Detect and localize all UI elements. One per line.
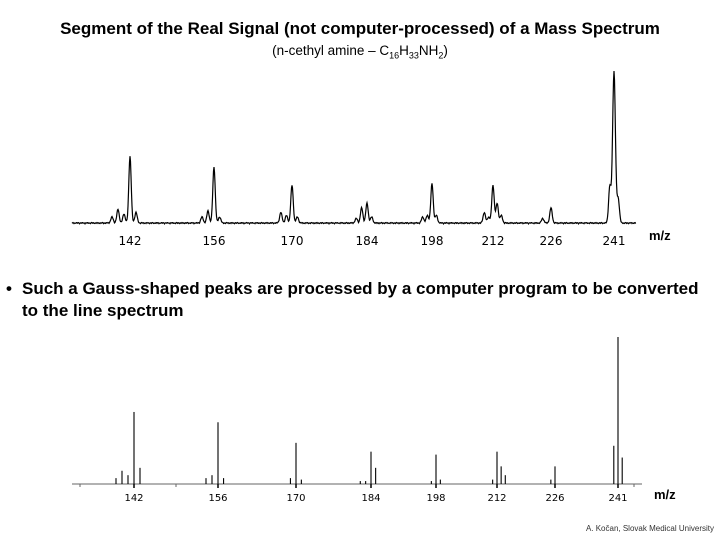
line-spectrum-tick-label: 142 bbox=[124, 493, 143, 504]
raw-tick-label: 184 bbox=[356, 234, 379, 248]
raw-tick-label: 142 bbox=[119, 234, 142, 248]
raw-tick-label: 156 bbox=[203, 234, 226, 248]
line-spectrum-tick-label: 156 bbox=[208, 493, 227, 504]
raw-signal-trace bbox=[71, 70, 637, 226]
raw-tick-label: 212 bbox=[482, 234, 505, 248]
bullet-icon: • bbox=[6, 279, 12, 298]
subtitle-sub-3: 2 bbox=[438, 50, 444, 61]
line-spectrum-tick-label: 226 bbox=[545, 493, 564, 504]
subtitle-mid: H bbox=[399, 43, 409, 58]
subtitle-sub-2: 33 bbox=[408, 50, 419, 61]
credit-text: A. Kočan, Slovak Medical University bbox=[585, 524, 714, 533]
bullet-paragraph: • Such a Gauss-shaped peaks are processe… bbox=[6, 278, 706, 322]
line-spectrum-tick-label: 184 bbox=[361, 493, 380, 504]
subtitle-sub-1: 16 bbox=[389, 50, 400, 61]
slide-title: Segment of the Real Signal (not computer… bbox=[60, 19, 660, 38]
raw-tick-label: 198 bbox=[421, 234, 444, 248]
raw-signal-chart: 142 156 170 184 198 212 226 241 m/z bbox=[71, 70, 671, 248]
line-spectrum-x-axis-label: m/z bbox=[654, 487, 676, 502]
raw-tick-label: 241 bbox=[603, 234, 626, 248]
line-spectrum-tick-label: 241 bbox=[608, 493, 627, 504]
subtitle-prefix: (n-cethyl amine – C bbox=[272, 43, 390, 58]
line-spectrum-tick-label: 212 bbox=[487, 493, 506, 504]
subtitle-suffix: ) bbox=[443, 43, 448, 58]
raw-x-axis-label: m/z bbox=[649, 228, 671, 243]
slide-subtitle: (n-cethyl amine – C16H33NH2) bbox=[0, 43, 720, 61]
line-spectrum-tick-label: 198 bbox=[426, 493, 445, 504]
raw-tick-label: 170 bbox=[281, 234, 304, 248]
bullet-text: Such a Gauss-shaped peaks are processed … bbox=[22, 279, 699, 320]
line-spectrum-tick-label: 170 bbox=[286, 493, 305, 504]
subtitle-mid-2: NH bbox=[418, 43, 439, 58]
raw-tick-label: 226 bbox=[540, 234, 563, 248]
